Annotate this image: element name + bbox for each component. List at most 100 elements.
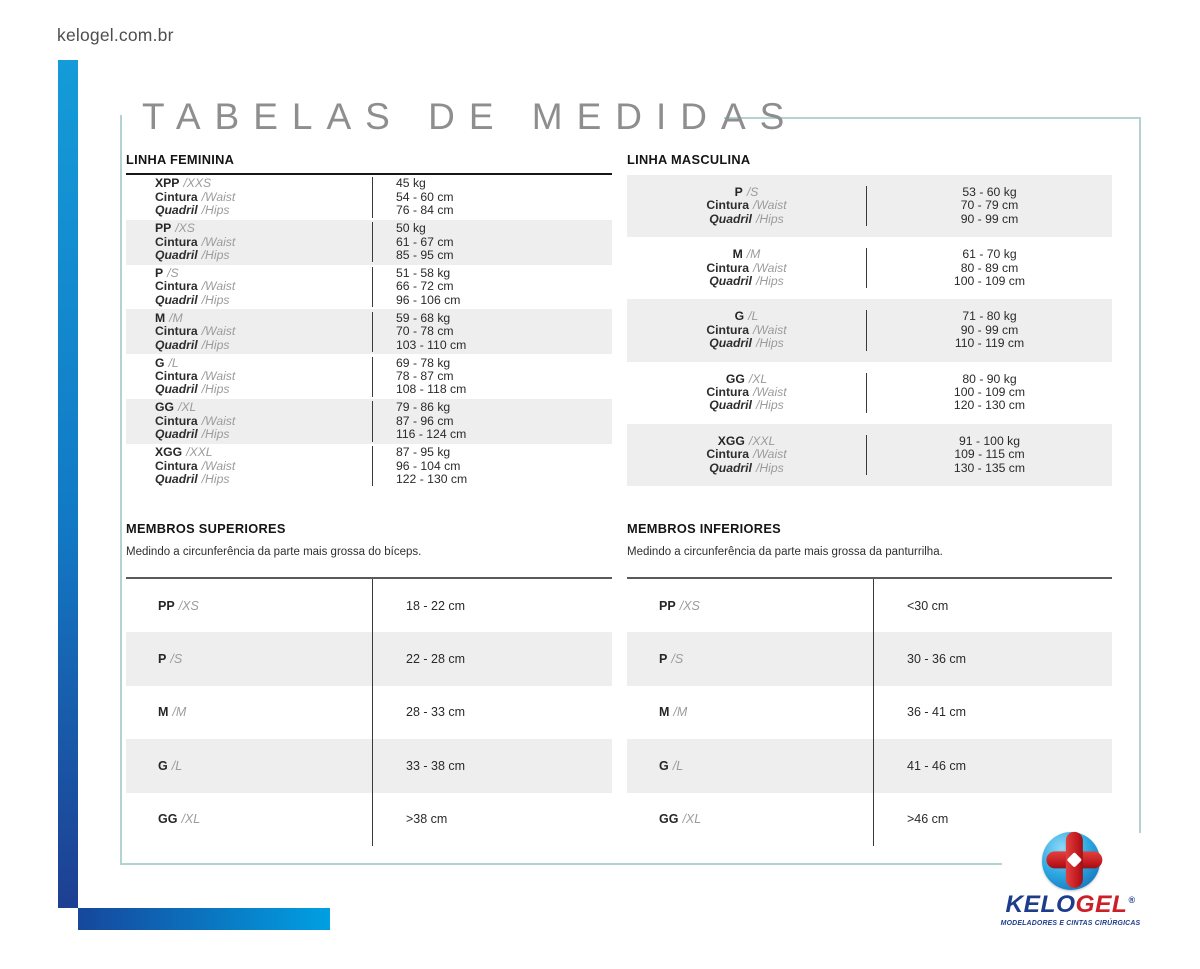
- values-cell: 59 - 68 kg 70 - 78 cm 103 - 110 cm: [372, 311, 612, 352]
- table-title-feminina: LINHA FEMININA: [126, 152, 235, 167]
- values-cell: 91 - 100 kg 109 - 115 cm 130 - 135 cm: [866, 434, 1112, 476]
- hips-label: Quadril: [709, 460, 752, 475]
- waist-label: Cintura: [155, 279, 198, 294]
- waist-label-intl: /Waist: [201, 324, 236, 339]
- value-cell: >38 cm: [372, 792, 612, 846]
- size-label: GG: [158, 812, 178, 827]
- size-cell: G/L: [126, 739, 372, 792]
- size-label-intl: /M: [673, 705, 688, 720]
- table-membros-inferiores: MEMBROS INFERIORES Medindo a circunferên…: [627, 522, 1112, 846]
- hips-value: 76 - 84 cm: [396, 203, 454, 218]
- size-cell: M/M: [627, 686, 873, 739]
- size-label-intl: /XXL: [748, 433, 776, 448]
- waist-label: Cintura: [706, 447, 749, 462]
- waist-label: Cintura: [155, 413, 198, 428]
- size-label: XGG: [717, 433, 745, 448]
- table-body-feminina: XPP/XXS Cintura/Waist Quadril/Hips 45 kg…: [126, 175, 612, 489]
- size-cell: GG/XL Cintura/Waist Quadril/Hips: [126, 401, 372, 441]
- table-linha-masculina: LINHA MASCULINA P/S Cintura/Waist Quadri…: [627, 153, 1112, 487]
- weight-value: 45 kg: [396, 176, 426, 191]
- hips-value: 130 - 135 cm: [953, 460, 1026, 475]
- size-cell: XGG/XXL Cintura/Waist Quadril/Hips: [627, 433, 866, 475]
- hips-value: 122 - 130 cm: [396, 471, 468, 486]
- waist-label: Cintura: [706, 260, 749, 275]
- table-row: PP/XS <30 cm: [627, 579, 1112, 633]
- waist-label-intl: /Waist: [753, 385, 787, 400]
- hips-value: 108 - 118 cm: [396, 382, 467, 397]
- waist-label-intl: /Waist: [753, 447, 787, 462]
- hips-label-intl: /Hips: [201, 427, 230, 442]
- size-label-intl: /L: [168, 355, 179, 370]
- hips-value: 85 - 95 cm: [396, 247, 454, 262]
- size-cell: P/S: [126, 632, 372, 685]
- size-cell: XGG/XXL Cintura/Waist Quadril/Hips: [126, 445, 372, 486]
- table-row: G/L 33 - 38 cm: [126, 739, 612, 793]
- kelogel-logo: KELOGEL® MODELADORES E CINTAS CIRÚRGICAS: [998, 832, 1143, 927]
- hips-value: 100 - 109 cm: [953, 274, 1026, 289]
- table-row: M/M Cintura/Waist Quadril/Hips 61 - 70 k…: [627, 237, 1112, 299]
- hips-value: 116 - 124 cm: [396, 427, 467, 442]
- waist-value: 70 - 79 cm: [960, 198, 1019, 213]
- content-frame-border-bottom: [120, 863, 1002, 865]
- value-cell: 22 - 28 cm: [372, 632, 612, 686]
- waist-label: Cintura: [155, 368, 198, 383]
- table-row: G/L 41 - 46 cm: [627, 739, 1112, 793]
- size-label-intl: /L: [171, 758, 183, 773]
- size-label-intl: /XL: [177, 400, 197, 415]
- size-label-intl: /M: [746, 247, 761, 262]
- waist-label: Cintura: [155, 458, 198, 473]
- values-cell: 71 - 80 kg 90 - 99 cm 110 - 119 cm: [866, 310, 1112, 351]
- hips-label: Quadril: [155, 292, 198, 307]
- waist-label-intl: /Waist: [201, 458, 236, 473]
- waist-value: 100 - 109 cm: [953, 385, 1026, 400]
- size-cell: M/M Cintura/Waist Quadril/Hips: [627, 248, 866, 288]
- registered-mark: ®: [1128, 894, 1136, 905]
- waist-value: 66 - 72 cm: [396, 279, 454, 294]
- table-row: M/M 28 - 33 cm: [126, 685, 612, 740]
- site-url: kelogel.com.br: [57, 25, 174, 45]
- value-cell: 36 - 41 cm: [873, 685, 1112, 740]
- waist-value: 61 - 67 cm: [396, 234, 454, 249]
- waist-label: Cintura: [155, 189, 198, 204]
- size-label-intl: /S: [746, 185, 759, 199]
- measure-value: >46 cm: [907, 812, 949, 827]
- size-cell: PP/XS: [627, 579, 873, 632]
- values-cell: 45 kg 54 - 60 cm 76 - 84 cm: [372, 176, 612, 218]
- content-frame-border-left: [120, 115, 122, 865]
- content-frame-border-right: [1139, 117, 1141, 833]
- values-cell: 79 - 86 kg 87 - 96 cm 116 - 124 cm: [372, 400, 612, 442]
- values-cell: 51 - 58 kg 66 - 72 cm 96 - 106 cm: [372, 265, 612, 308]
- size-label: G: [155, 355, 165, 370]
- measure-value: <30 cm: [907, 598, 949, 613]
- weight-value: 51 - 58 kg: [396, 265, 451, 280]
- table-row: GG/XL >46 cm: [627, 792, 1112, 846]
- size-label: PP: [659, 598, 676, 613]
- size-cell: P/S Cintura/Waist Quadril/Hips: [126, 266, 372, 307]
- waist-label-intl: /Waist: [201, 234, 236, 249]
- value-cell: <30 cm: [873, 579, 1112, 633]
- waist-value: 78 - 87 cm: [396, 368, 454, 383]
- weight-value: 80 - 90 kg: [962, 371, 1017, 386]
- table-row: XPP/XXS Cintura/Waist Quadril/Hips 45 kg…: [126, 175, 612, 220]
- size-label: XGG: [155, 445, 183, 460]
- values-cell: 69 - 78 kg 78 - 87 cm 108 - 118 cm: [372, 356, 612, 397]
- table-row: PP/XS Cintura/Waist Quadril/Hips 50 kg 6…: [126, 219, 612, 265]
- table-row: M/M 36 - 41 cm: [627, 685, 1112, 740]
- value-cell: 18 - 22 cm: [372, 579, 612, 633]
- values-cell: 80 - 90 kg 100 - 109 cm 120 - 130 cm: [866, 371, 1112, 413]
- size-label: G: [158, 758, 168, 773]
- size-cell: GG/XL Cintura/Waist Quadril/Hips: [627, 372, 866, 413]
- hips-label-intl: /Hips: [755, 460, 784, 475]
- table-linha-feminina: LINHA FEMININA XPP/XXS Cintura/Waist Qua…: [126, 153, 612, 489]
- size-label: P: [158, 652, 167, 667]
- table-body-masculina: P/S Cintura/Waist Quadril/Hips 53 - 60 k…: [627, 175, 1112, 487]
- table-row: P/S Cintura/Waist Quadril/Hips 53 - 60 k…: [627, 175, 1112, 238]
- table-body-superiores: PP/XS 18 - 22 cm P/S 22 - 28 cm M/M: [126, 579, 612, 846]
- values-cell: 53 - 60 kg 70 - 79 cm 90 - 99 cm: [866, 185, 1112, 227]
- hips-label-intl: /Hips: [755, 398, 784, 413]
- size-label: M: [158, 705, 169, 720]
- measure-value: 22 - 28 cm: [406, 652, 466, 667]
- waist-value: 80 - 89 cm: [960, 260, 1019, 275]
- values-cell: 50 kg 61 - 67 cm 85 - 95 cm: [372, 221, 612, 263]
- table-top-rule: [126, 577, 612, 579]
